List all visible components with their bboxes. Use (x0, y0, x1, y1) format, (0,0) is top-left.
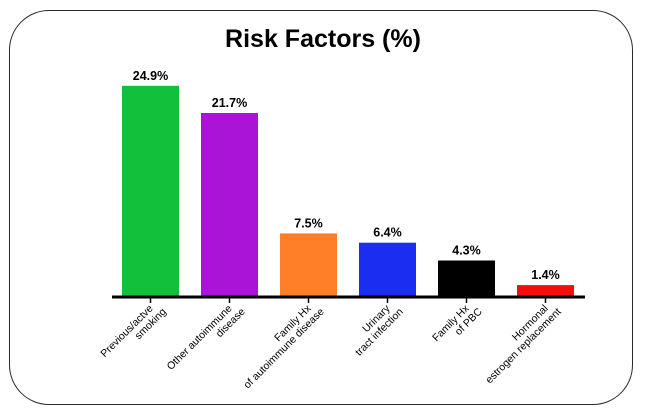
data-label-4: 6.4% (373, 226, 402, 240)
x-ticks-group (149, 297, 547, 303)
chart-frame (9, 10, 633, 405)
data-label-6: 1.4% (531, 268, 560, 282)
bar-3 (280, 233, 337, 297)
bar-5 (438, 260, 495, 297)
x-tick-label-5: Family Hxof PBC (430, 297, 485, 352)
data-label-1: 24.9% (133, 69, 168, 83)
data-labels-group: 24.9% 21.7% 7.5% 6.4% 4.3% 1.4% (133, 69, 560, 282)
bar-1 (122, 85, 179, 297)
x-tick-label-3-line-2: of autoimmune disease (241, 306, 326, 391)
x-tick-label-3: Family Hxof autoimmune disease (233, 298, 326, 391)
x-tick-label-6-line-2: estrogen replacement (483, 306, 563, 386)
x-tick-label-1: Previous/actvesmoking (98, 298, 168, 368)
chart-title: Risk Factors (%) (225, 25, 421, 53)
bar-4 (359, 242, 416, 297)
bar-6 (517, 285, 574, 297)
x-tick-label-6: Hormonalestrogen replacement (475, 298, 563, 386)
x-tick-label-2: Other autoimmunedisease (165, 298, 248, 381)
x-tick-label-4: Urinarytract infection (345, 298, 406, 359)
bar-2 (201, 113, 258, 297)
data-label-3: 7.5% (294, 216, 323, 230)
bars-group (122, 85, 574, 297)
data-label-5: 4.3% (452, 244, 481, 258)
data-label-2: 21.7% (212, 96, 247, 110)
